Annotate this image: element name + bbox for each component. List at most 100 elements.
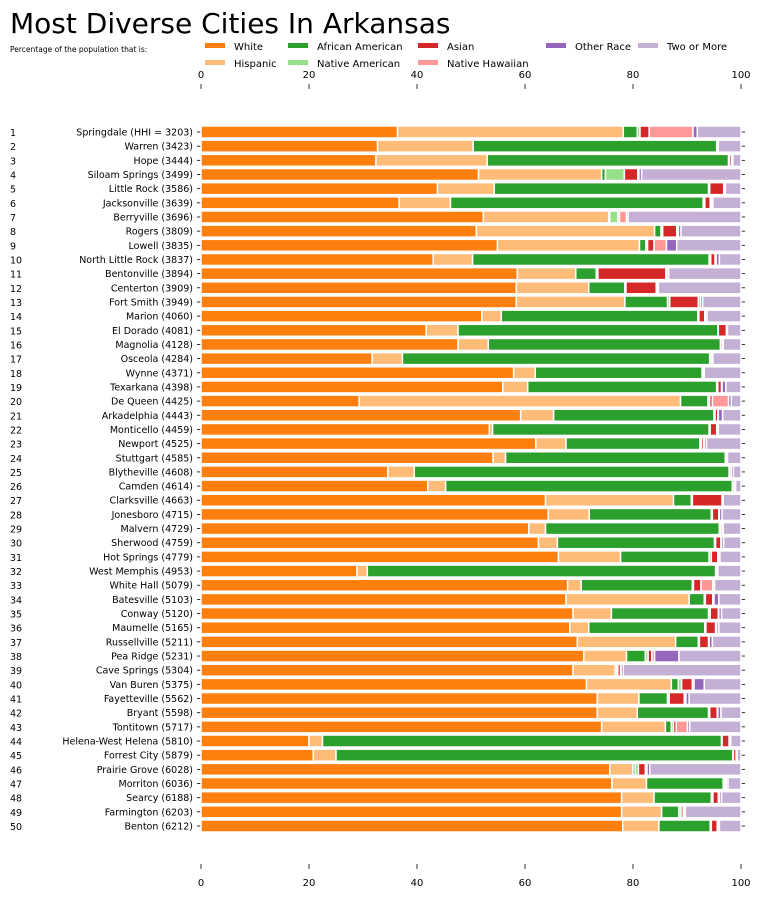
bar-row: 20 De Queen (4425) [10, 394, 745, 408]
city-label: Centerton (3909) [111, 283, 193, 294]
bar-segment-hispanic [376, 139, 474, 153]
bar-segment-african-american [552, 408, 715, 423]
bar-segment-hispanic [482, 210, 610, 224]
bar-row: 39 Cave Springs (5304) [10, 663, 745, 677]
city-label: Camden (4614) [119, 482, 193, 493]
bar-segment-asian [711, 507, 720, 522]
bar-segment-native-hawaiian [618, 210, 628, 224]
bar-segment-hispanic [396, 125, 625, 139]
bar-segment-african-american [500, 309, 699, 323]
bar-segment-white [200, 493, 547, 507]
bar-segment-white [200, 351, 373, 366]
bar-row: 16 Magnolia (4128) [10, 337, 745, 352]
bar-segment-white [200, 677, 588, 692]
bar-segment-african-american [335, 748, 734, 762]
bar-segment-hispanic [572, 663, 616, 677]
bar-row: 13 Fort Smith (3949) [10, 295, 745, 309]
bar-segment-hispanic [425, 323, 459, 338]
bar-row: 4 Siloam Springs (3499) [10, 167, 745, 182]
bar-segment-hispanic [358, 394, 682, 408]
legend-label: White [234, 42, 263, 53]
rank-label: 46 [10, 765, 22, 776]
rank-label: 21 [10, 411, 22, 422]
bar-segment-white [200, 167, 480, 182]
bar-segment-african-american [670, 677, 680, 692]
city-label: Rogers (3809) [126, 227, 193, 238]
bar-segment-hispanic [375, 153, 488, 168]
bar-segment-white [200, 295, 518, 309]
rank-label: 26 [10, 482, 22, 493]
legend-label: Native American [317, 59, 400, 70]
bar-row: 31 Hot Springs (4779) [10, 550, 745, 564]
city-label: Hope (3444) [134, 156, 193, 167]
rank-label: 19 [10, 383, 22, 394]
city-label: North Little Rock (3837) [79, 255, 193, 266]
bar-row: 26 Camden (4614) [10, 479, 745, 493]
bar-segment-hispanic [620, 805, 663, 819]
bar-segment-two-or-more [622, 663, 742, 677]
x-tick-label: 0 [198, 70, 204, 81]
city-label: Morriton (6036) [119, 779, 193, 790]
rank-label: 40 [10, 680, 22, 691]
bar-segment-two-or-more [722, 521, 742, 536]
bar-segment-white [200, 238, 499, 253]
bar-segment-two-or-more [718, 819, 742, 833]
bar-segment-african-american [575, 266, 598, 281]
bar-segment-asian [709, 606, 720, 621]
bar-segment-african-american [660, 805, 680, 819]
legend-swatch [638, 43, 658, 48]
bar-segment-asian [705, 620, 717, 635]
city-label: Conway (5120) [121, 609, 193, 620]
rank-label: 18 [10, 369, 22, 380]
rank-label: 8 [10, 227, 16, 238]
bar-segment-two-or-more [722, 337, 742, 352]
bar-segment-asian [721, 734, 730, 748]
legend-swatch [546, 43, 566, 48]
bar-segment-asian [668, 295, 700, 309]
bar-segment-african-american [679, 394, 709, 408]
city-label: Russellville (5211) [106, 637, 193, 648]
bar-segment-white [200, 535, 540, 550]
bar-segment-african-american [672, 493, 693, 507]
bar-segment-native-hawaiian [648, 125, 694, 139]
bar-segment-hispanic [398, 196, 452, 210]
bar-segment-african-american [653, 224, 662, 238]
rank-label: 29 [10, 525, 22, 536]
city-label: De Queen (4425) [111, 397, 193, 408]
bar-segment-white [200, 281, 518, 295]
bar-segment-hispanic [528, 521, 547, 536]
bar-segment-hispanic [457, 337, 490, 352]
bar-segment-hispanic [477, 167, 603, 182]
bar-row: 34 Batesville (5103) [10, 592, 745, 606]
bar-segment-african-american [487, 337, 722, 352]
x-tick-label: 80 [627, 878, 640, 889]
bar-segment-hispanic [519, 408, 555, 423]
rank-label: 1 [10, 128, 16, 139]
bar-row: 19 Texarkana (4398) [10, 380, 745, 394]
bar-row: 48 Searcy (6188) [10, 790, 745, 805]
city-label: Springdale (HHI = 3203) [76, 128, 193, 139]
x-tick-label: 100 [731, 70, 750, 81]
legend-swatch [418, 60, 438, 65]
bar-segment-two-or-more [696, 125, 742, 139]
bar-segment-asian [637, 762, 647, 777]
bar-segment-asian [668, 691, 686, 706]
rank-label: 32 [10, 567, 22, 578]
bar-segment-white [200, 705, 599, 720]
bar-segment-hispanic [492, 451, 507, 465]
bar-row: 40 Van Buren (5375) [10, 677, 745, 692]
rank-label: 34 [10, 595, 22, 606]
bar-segment-hispanic [583, 649, 628, 663]
city-label: Stuttgart (4585) [116, 453, 193, 464]
bar-segment-asian [710, 819, 718, 833]
bar-row: 12 Centerton (3909) [10, 281, 745, 295]
bar-segment-native-hawaiian [653, 238, 668, 253]
bar-row: 14 Marion (4060) [10, 309, 745, 323]
bar-segment-white [200, 606, 574, 621]
bar-row: 30 Sherwood (4759) [10, 535, 745, 550]
bar-segment-hispanic [609, 762, 634, 777]
rank-label: 24 [10, 454, 22, 465]
bar-segment-african-american [534, 366, 703, 380]
rank-label: 9 [10, 241, 16, 252]
bar-row: 25 Blytheville (4608) [10, 465, 745, 479]
